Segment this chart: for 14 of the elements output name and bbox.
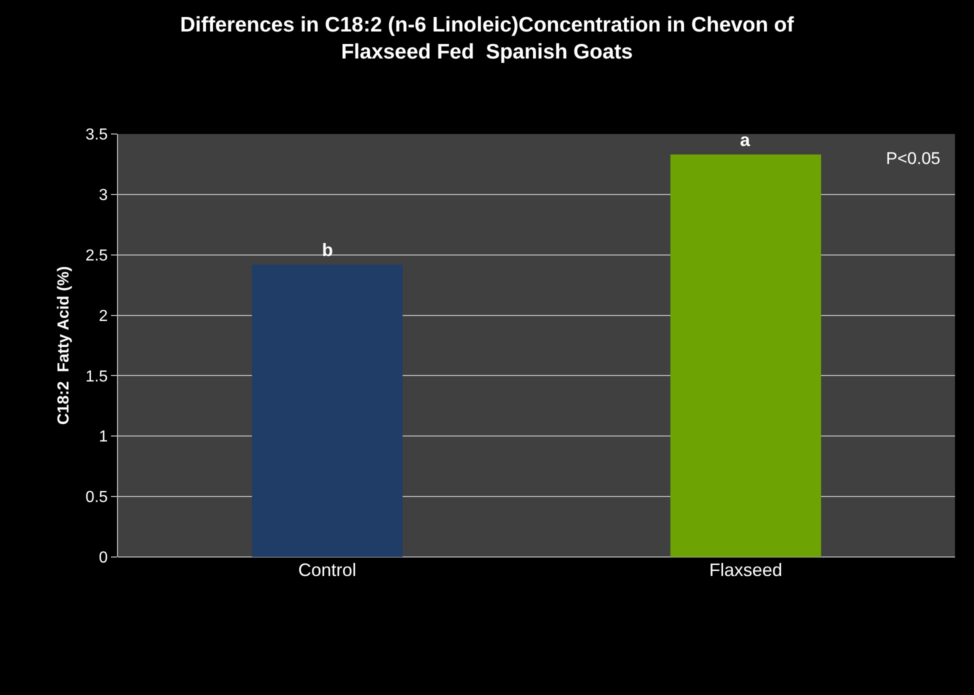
- annotation: P<0.05: [886, 149, 940, 168]
- y-tick-label: 1: [98, 428, 108, 446]
- y-tick-label: 0.5: [86, 489, 108, 506]
- y-tick-label: 3: [98, 187, 108, 204]
- y-tick-label: 1.5: [86, 368, 108, 386]
- annotation: a: [740, 130, 751, 150]
- y-tick-label: 2: [98, 308, 108, 325]
- y-tick-label: 3.5: [86, 126, 108, 144]
- y-tick-label: 0: [98, 550, 108, 567]
- x-tick-label: Control: [298, 560, 356, 580]
- y-tick-label: 2.5: [86, 247, 108, 264]
- chart-title: Differences in C18:2 (n-6 Linoleic)Concentration in Chevon of Flaxseed Fed Spanish Goats: [180, 13, 795, 64]
- y-axis-title: C18:2 Fatty Acid (%): [55, 266, 72, 425]
- x-tick-label: Flaxseed: [709, 560, 782, 580]
